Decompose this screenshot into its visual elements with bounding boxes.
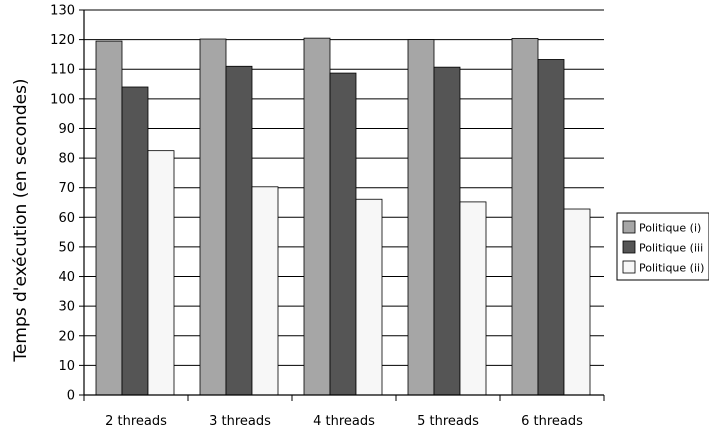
- y-axis-title: Temps d'exécution (en secondes): [11, 78, 31, 362]
- legend-swatch: [622, 260, 636, 274]
- legend-label: Politique (ii): [639, 262, 704, 275]
- y-tick-label: 60: [58, 211, 75, 226]
- bar-3-2: [251, 186, 279, 396]
- bar-1-5: [511, 38, 539, 396]
- axes: [79, 9, 605, 401]
- y-tick-label: 120: [50, 33, 75, 48]
- bar-3-1: [147, 150, 175, 396]
- y-tick-label: 10: [58, 359, 75, 374]
- bar-3-4: [459, 201, 487, 396]
- legend: Politique (i) Politique (iii Politique (ii…: [616, 212, 709, 281]
- bar-1-3: [303, 37, 331, 396]
- x-category-label: 6 threads: [521, 414, 583, 429]
- bar-1-2: [199, 38, 227, 396]
- bar-2-1: [121, 86, 149, 396]
- x-category-labels: 2 threads 3 threads 4 threads 5 threads 6 th…: [105, 414, 583, 429]
- bar-2-2: [225, 65, 253, 396]
- legend-swatch: [622, 220, 636, 234]
- bar-2-4: [433, 66, 461, 396]
- y-tick-label: 110: [50, 63, 75, 78]
- y-tick-label: 0: [67, 389, 75, 404]
- x-category-label: 3 threads: [209, 414, 271, 429]
- y-tick-label: 50: [58, 240, 75, 255]
- y-tick-label: 70: [58, 181, 75, 196]
- legend-label: Politique (i): [639, 222, 701, 235]
- x-category-label: 4 threads: [313, 414, 375, 429]
- bar-2-5: [537, 59, 565, 396]
- y-tick-label: 40: [58, 270, 75, 285]
- bar-1-1: [95, 40, 123, 396]
- bar-1-4: [407, 39, 435, 396]
- legend-swatch: [622, 240, 636, 254]
- y-tick-label: 90: [58, 122, 75, 137]
- y-tick-label: 100: [50, 92, 75, 107]
- y-tick-label: 20: [58, 329, 75, 344]
- legend-label: Politique (iii: [639, 242, 703, 255]
- x-category-label: 2 threads: [105, 414, 167, 429]
- y-tick-label: 80: [58, 152, 75, 167]
- y-tick-labels: 0 10 20 30 40 50 60 70 80 90 100 110 120 130: [50, 4, 75, 404]
- bar-3-5: [563, 208, 591, 396]
- x-category-label: 5 threads: [417, 414, 479, 429]
- bar-3-3: [355, 198, 383, 396]
- bar-2-3: [329, 72, 357, 396]
- bars: [95, 37, 591, 396]
- y-tick-label: 30: [58, 300, 75, 315]
- y-tick-label: 130: [50, 4, 75, 19]
